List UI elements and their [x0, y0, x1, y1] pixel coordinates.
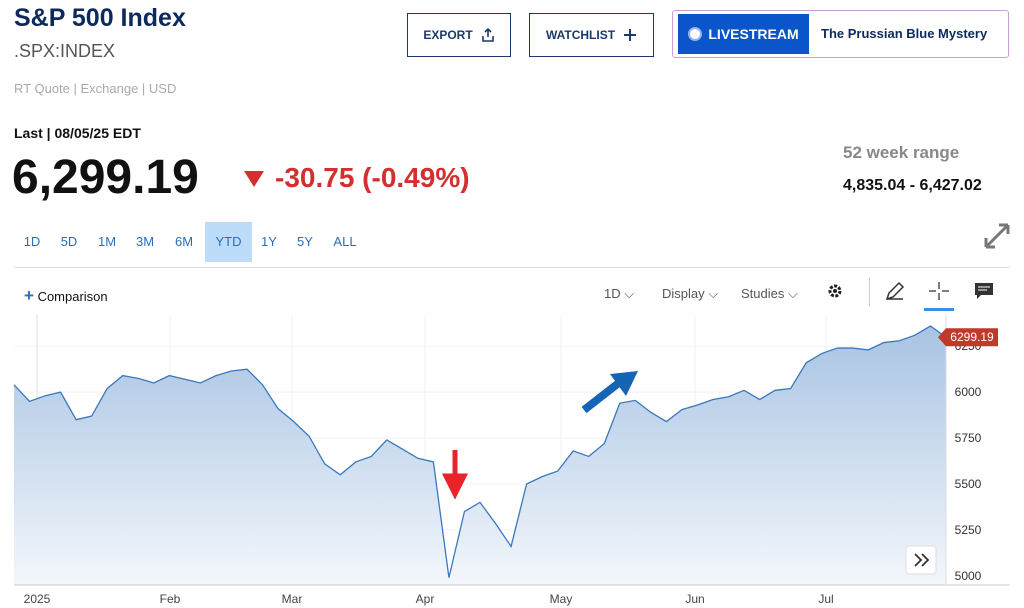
range-button[interactable]: 6M [174, 234, 194, 249]
studies-label: Studies [741, 286, 785, 301]
watchlist-button[interactable]: WATCHLIST [529, 13, 654, 57]
change: -30.75 (-0.49%) [275, 162, 470, 193]
x-tick-label: May [550, 592, 573, 606]
x-tick-label: Jul [818, 592, 833, 606]
range-button[interactable]: 5Y [297, 234, 313, 249]
range-button[interactable]: YTD [205, 222, 252, 262]
export-button[interactable]: EXPORT [407, 13, 511, 57]
separator [869, 278, 870, 306]
y-tick-label: 5500 [955, 477, 982, 491]
area [14, 326, 946, 585]
comparison-button[interactable]: + Comparison [24, 286, 108, 305]
x-tick-label: Apr [416, 592, 435, 606]
display-label: Display [662, 286, 705, 301]
down-triangle [244, 171, 264, 187]
livestream-badge: LIVESTREAM [678, 14, 809, 54]
x-tick-label: 2025 [24, 592, 51, 606]
quote-info: RT Quote | Exchange | USD [14, 81, 177, 96]
livestream-box[interactable]: LIVESTREAM The Prussian Blue Mystery [672, 10, 1009, 58]
expand-icon[interactable] [983, 222, 1011, 250]
x-tick-label: Jun [685, 592, 704, 606]
settings-icon[interactable] [826, 282, 856, 302]
last-price-tag [938, 328, 998, 347]
blue-arrow [581, 378, 623, 414]
range-button[interactable]: 3M [135, 234, 155, 249]
plus-icon [624, 29, 637, 41]
live-dot [688, 27, 703, 41]
draw-icon[interactable] [884, 280, 906, 302]
crosshair-icon[interactable] [924, 278, 954, 312]
y-tick-label: 5250 [955, 523, 982, 537]
y-tick-label: 6000 [955, 385, 982, 399]
x-tick-label: Mar [282, 592, 303, 606]
range-button[interactable]: 1Y [261, 234, 277, 249]
red-arrow [441, 450, 469, 500]
comparison-label: Comparison [37, 289, 108, 304]
range-label: 52 week range [843, 143, 960, 162]
comment-icon[interactable] [974, 282, 994, 300]
blue-arrow-head [610, 371, 638, 396]
x-tick-label: Feb [160, 592, 181, 606]
scroll-icon [914, 553, 930, 567]
range-button[interactable]: ALL [333, 234, 357, 249]
interval-menu[interactable]: 1D ⌵ [604, 286, 635, 301]
divider [14, 267, 1010, 268]
interval-label: 1D [604, 286, 621, 301]
title: S&P 500 Index [14, 4, 186, 32]
range-value: 4,835.04 - 6,427.02 [843, 177, 982, 194]
button-label: EXPORT [423, 28, 473, 42]
display-menu[interactable]: Display ⌵ [662, 286, 719, 301]
y-tick-label: 5000 [955, 569, 982, 583]
studies-menu[interactable]: Studies ⌵ [741, 286, 798, 301]
symbol: .SPX:INDEX [14, 41, 116, 61]
livestream-label: LIVESTREAM [708, 26, 799, 42]
y-tick-label: 5750 [955, 431, 982, 445]
last-price-label: 6299.19 [950, 330, 994, 344]
line [13, 325, 947, 578]
range-button[interactable]: 5D [60, 234, 78, 249]
range-button[interactable]: 1M [97, 234, 117, 249]
export-icon [481, 28, 494, 42]
price: 6,299.19 [12, 151, 199, 204]
livestream-title: The Prussian Blue Mystery [821, 26, 988, 41]
range-button[interactable]: 1D [23, 234, 41, 249]
last-label: Last | 08/05/25 EDT [14, 125, 141, 141]
button-label: WATCHLIST [545, 28, 616, 42]
